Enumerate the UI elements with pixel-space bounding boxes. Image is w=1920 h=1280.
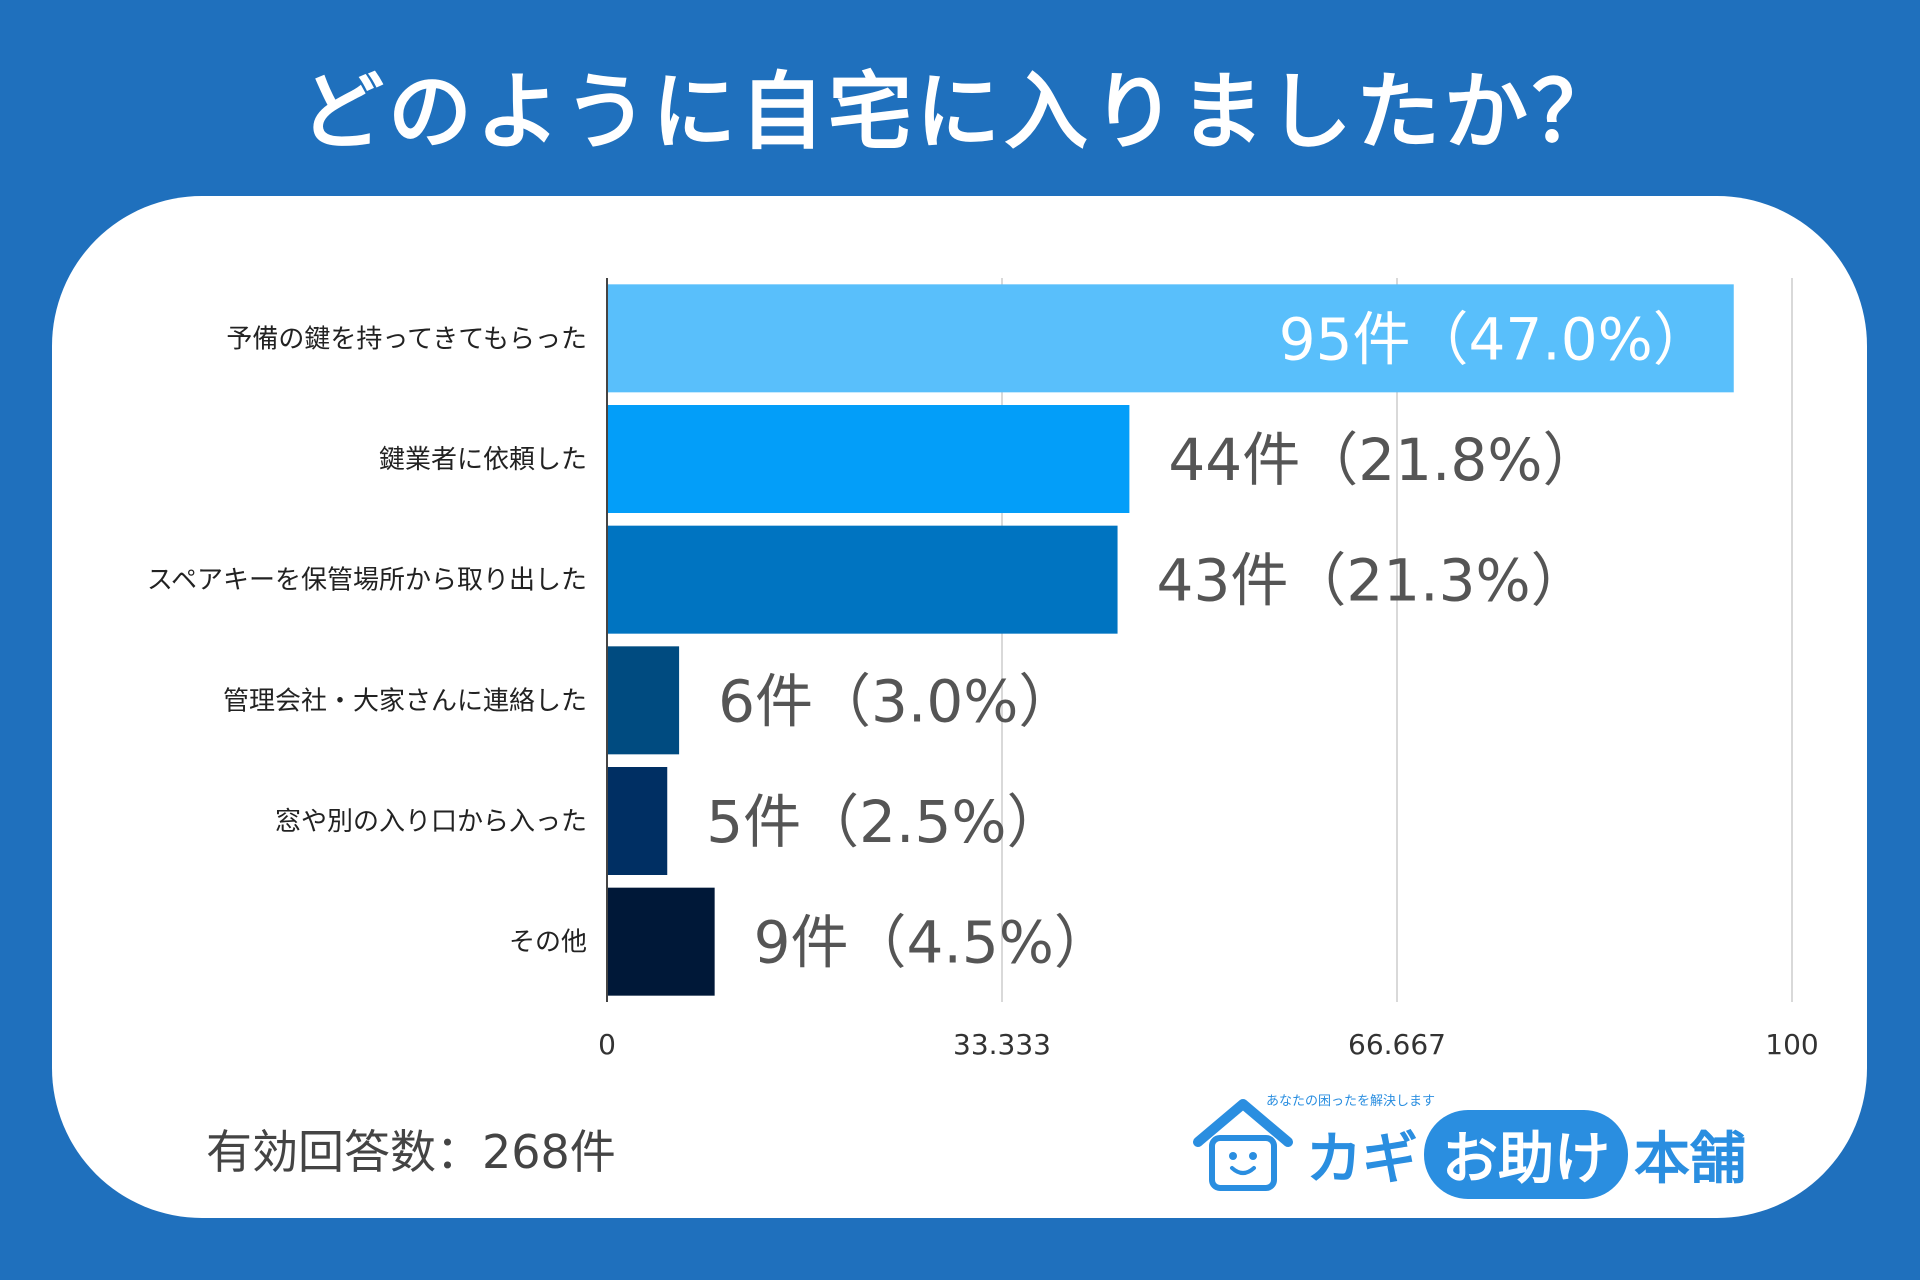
logo-wordmark: カギ お助け 本舗 bbox=[1306, 1110, 1746, 1199]
category-label: 管理会社・大家さんに連絡した bbox=[223, 686, 587, 716]
response-count: 有効回答数：268件 bbox=[206, 1125, 616, 1179]
bar bbox=[608, 646, 680, 755]
x-tick-label: 0 bbox=[598, 1028, 616, 1061]
logo-text-otasuke: お助け bbox=[1424, 1110, 1628, 1199]
category-label: 鍵業者に依頼した bbox=[379, 445, 587, 475]
bar bbox=[608, 525, 1118, 634]
bar bbox=[608, 887, 715, 996]
data-label: 6件（3.0%） bbox=[718, 667, 1076, 735]
x-tick-label: 66.667 bbox=[1348, 1028, 1446, 1061]
data-label: 43件（21.3%） bbox=[1157, 547, 1589, 615]
house-key-icon bbox=[1193, 1099, 1293, 1191]
logo-text-honpo: 本舗 bbox=[1634, 1127, 1746, 1192]
logo-text-kagi: カギ bbox=[1306, 1127, 1418, 1192]
category-label: スペアキーを保管場所から取り出した bbox=[147, 566, 587, 596]
data-label: 9件（4.5%） bbox=[754, 909, 1112, 977]
category-label: 窓や別の入り口から入った bbox=[275, 807, 587, 837]
bar bbox=[608, 767, 668, 875]
brand-logo: あなたの困ったを解決します カギ お助け 本舗 bbox=[1188, 1090, 1748, 1200]
x-tick-label: 33.333 bbox=[953, 1028, 1051, 1061]
data-label: 5件（2.5%） bbox=[706, 788, 1064, 856]
logo-tagline: あなたの困ったを解決します bbox=[1266, 1094, 1436, 1109]
bar bbox=[608, 284, 1734, 393]
chart-title: どのように自宅に入りましたか？ bbox=[299, 63, 1620, 161]
data-label: 44件（21.8%） bbox=[1168, 426, 1600, 494]
bar bbox=[608, 405, 1130, 513]
category-label: その他 bbox=[509, 928, 587, 958]
x-tick-label: 100 bbox=[1765, 1028, 1818, 1061]
data-label: 95件（47.0%） bbox=[1279, 305, 1711, 373]
category-label: 予備の鍵を持ってきてもらった bbox=[226, 324, 587, 354]
